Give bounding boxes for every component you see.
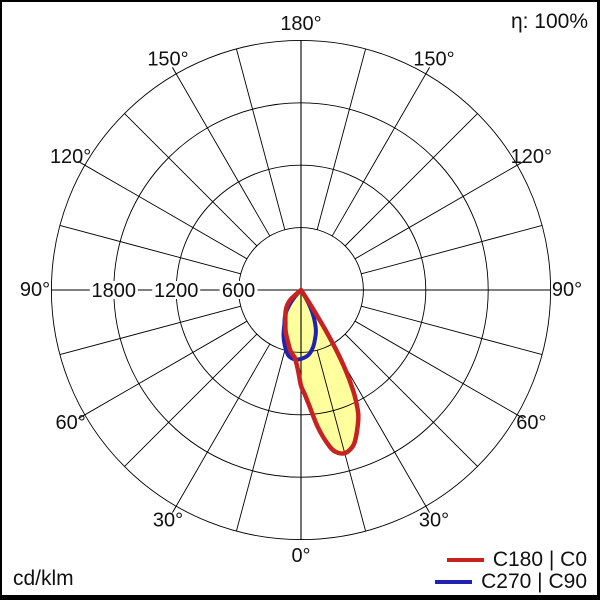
grid-tick-30	[425, 505, 430, 513]
grid-spoke-105	[361, 224, 543, 275]
unit-label: cd/klm	[13, 567, 74, 590]
angle-label-60-left: 60°	[56, 412, 86, 434]
grid-spoke-315	[124, 333, 258, 467]
legend-line-blue-icon	[435, 580, 473, 584]
curve-fill-c270-c90	[283, 290, 316, 360]
border-top	[0, 0, 600, 2]
angle-label-0: 0°	[291, 545, 310, 567]
angle-label-60-right: 60°	[516, 412, 546, 434]
border-left	[0, 0, 2, 600]
grid-spoke-60	[354, 320, 518, 416]
grid-spoke-240	[84, 164, 248, 260]
grid-spoke-255	[59, 224, 241, 275]
grid-spoke-135	[344, 113, 478, 247]
grid-spoke-150	[331, 73, 427, 237]
grid-spoke-195	[235, 48, 286, 230]
grid-tick-60	[516, 414, 524, 419]
ring-label-1800: 1800	[92, 280, 137, 302]
grid-tick-120	[516, 161, 524, 166]
curve-fills	[283, 290, 359, 454]
angle-label-90-right: 90°	[552, 279, 582, 301]
grid-spoke-300	[84, 320, 248, 416]
ring-label-box	[152, 281, 201, 299]
angle-label-180: 180°	[280, 13, 321, 35]
legend-label-c270-c90: C270 | C90	[481, 570, 587, 593]
ring-value-labels: 1800 1200 600	[89, 280, 258, 302]
border-bottom	[0, 595, 600, 600]
grid-tick-330	[172, 505, 177, 513]
legend-line-red-icon	[446, 558, 484, 562]
ring-label-box	[89, 281, 138, 299]
ring-label-600: 600	[222, 280, 255, 302]
grid-spoke-330	[175, 343, 271, 507]
grid-tick-210	[172, 67, 177, 75]
curves	[281, 287, 361, 456]
angle-labels: 0° 30° 30° 60° 60° 90° 90° 120° 120° 150° 150° 180°	[20, 13, 582, 567]
legend-item-c180-c0: C180 | C0	[446, 548, 587, 571]
legend-item-c270-c90: C270 | C90	[435, 570, 587, 593]
grid-spoke-225	[124, 113, 258, 247]
angle-label-30-left: 30°	[153, 509, 183, 531]
grid-spoke-120	[354, 164, 518, 260]
grid-tick-150	[425, 67, 430, 75]
border-right	[597, 0, 600, 600]
grid-spoke-345	[235, 350, 286, 532]
angle-label-120-left: 120°	[50, 146, 91, 168]
angle-label-150-left: 150°	[147, 49, 188, 71]
grid-spoke-165	[316, 48, 367, 230]
grid-tick-240	[78, 161, 86, 166]
efficiency-label: η: 100%	[510, 10, 588, 33]
grid-tick-300	[78, 414, 86, 419]
angle-label-90-left: 90°	[20, 279, 50, 301]
grid-ticks	[78, 67, 524, 513]
grid-spoke-75	[361, 305, 543, 356]
grid-spoke-285	[59, 305, 241, 356]
grid-spoke-210	[175, 73, 271, 237]
grid-spoke-45	[344, 333, 478, 467]
legend: C180 | C0 C270 | C90	[435, 548, 587, 593]
ring-label-1200: 1200	[154, 280, 199, 302]
curve-c180-c0	[283, 287, 361, 456]
angle-label-150-right: 150°	[413, 49, 454, 71]
angle-label-30-right: 30°	[419, 509, 449, 531]
ring-label-box	[219, 281, 258, 299]
grid-spoke-15	[316, 350, 367, 532]
angle-label-120-right: 120°	[511, 146, 552, 168]
legend-label-c180-c0: C180 | C0	[492, 548, 587, 571]
grid-spokes	[59, 48, 543, 532]
